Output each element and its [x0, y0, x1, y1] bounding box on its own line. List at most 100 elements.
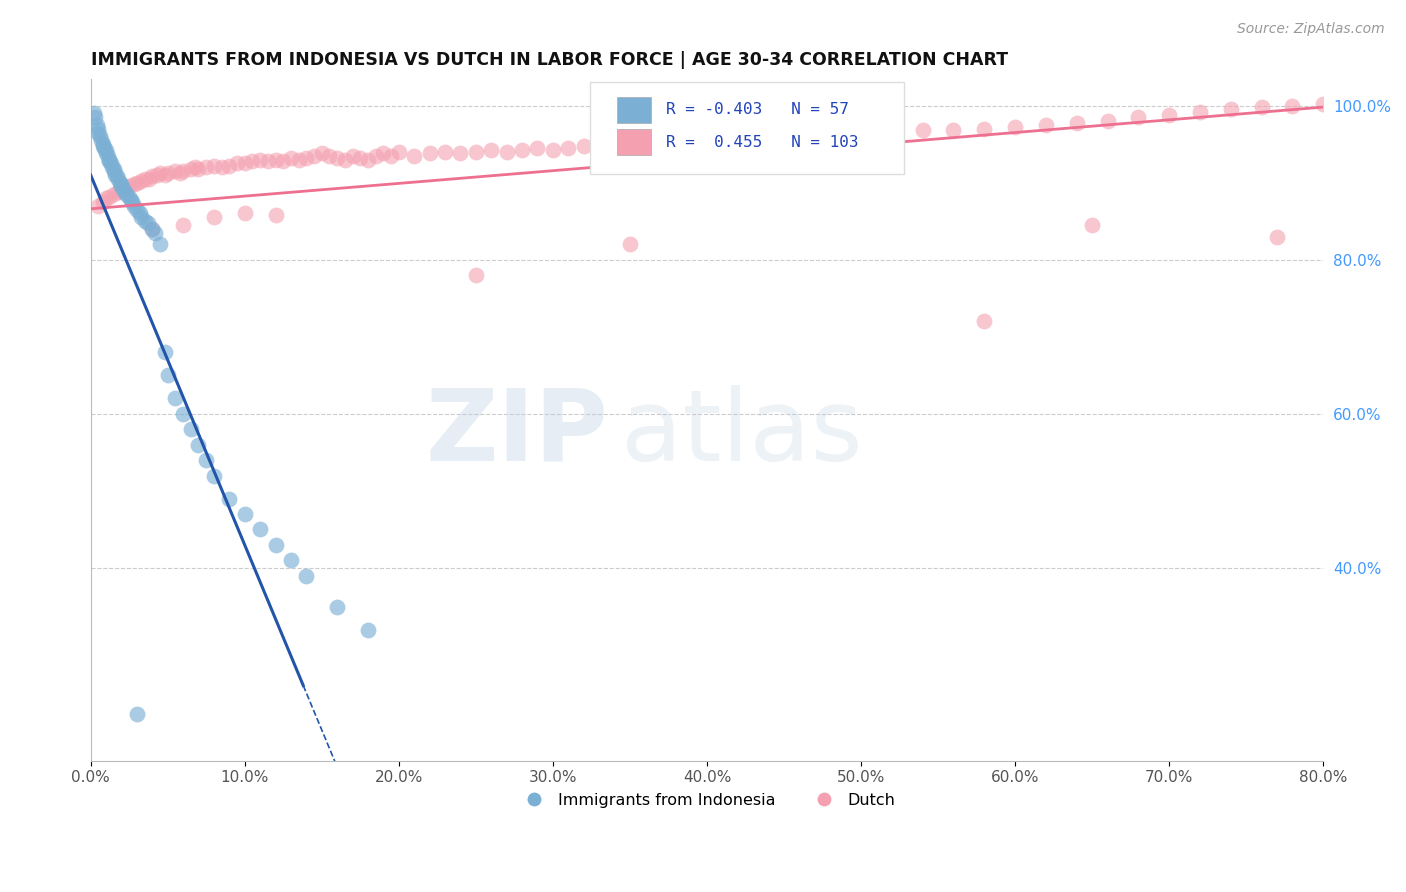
Point — [165, 164, 187, 178]
Point — [108, 176, 131, 190]
Bar — [617, 129, 651, 155]
Point — [103, 161, 125, 176]
Point — [1128, 110, 1150, 124]
Text: R = -0.403   N = 57: R = -0.403 N = 57 — [666, 103, 849, 118]
Point — [1265, 229, 1288, 244]
Point — [125, 707, 148, 722]
Point — [588, 141, 610, 155]
Point — [107, 171, 129, 186]
Point — [818, 129, 841, 144]
Point — [100, 156, 122, 170]
Point — [242, 154, 264, 169]
Point — [326, 599, 349, 614]
Point — [195, 453, 218, 467]
Point — [510, 143, 533, 157]
Point — [349, 151, 371, 165]
Point — [91, 137, 114, 152]
Point — [256, 154, 278, 169]
Point — [129, 206, 152, 220]
Point — [233, 156, 256, 170]
Point — [131, 211, 153, 225]
Point — [1281, 98, 1303, 112]
Point — [187, 438, 209, 452]
Point — [1097, 114, 1119, 128]
Point — [218, 491, 240, 506]
Point — [156, 368, 179, 383]
Text: Source: ZipAtlas.com: Source: ZipAtlas.com — [1237, 22, 1385, 37]
Point — [111, 182, 134, 196]
Point — [121, 194, 143, 209]
Point — [973, 314, 995, 328]
Point — [87, 126, 110, 140]
Point — [93, 141, 115, 155]
Legend: Immigrants from Indonesia, Dutch: Immigrants from Indonesia, Dutch — [512, 787, 901, 814]
Point — [104, 168, 127, 182]
Point — [122, 199, 145, 213]
Text: R =  0.455   N = 103: R = 0.455 N = 103 — [666, 135, 859, 150]
Point — [302, 148, 325, 162]
Point — [97, 148, 120, 162]
Point — [120, 193, 142, 207]
Point — [557, 141, 579, 155]
Point — [94, 146, 117, 161]
Point — [526, 141, 548, 155]
Point — [153, 168, 176, 182]
Point — [180, 422, 202, 436]
Point — [233, 507, 256, 521]
Point — [264, 208, 287, 222]
Point — [101, 160, 124, 174]
Point — [169, 166, 191, 180]
Point — [357, 153, 380, 167]
Point — [149, 237, 172, 252]
Point — [141, 169, 163, 184]
Point — [103, 164, 125, 178]
Point — [165, 392, 187, 406]
Point — [380, 148, 402, 162]
Point — [1250, 100, 1272, 114]
Point — [326, 151, 349, 165]
Point — [373, 146, 395, 161]
Point — [143, 226, 166, 240]
Point — [125, 202, 148, 217]
Point — [264, 153, 287, 167]
Point — [364, 148, 387, 162]
Point — [727, 131, 749, 145]
Point — [495, 145, 517, 159]
Point — [758, 131, 780, 145]
Point — [226, 156, 249, 170]
Point — [404, 148, 426, 162]
Point — [91, 194, 114, 209]
Point — [202, 211, 225, 225]
Point — [184, 160, 207, 174]
Point — [619, 237, 641, 252]
Point — [973, 121, 995, 136]
Point — [742, 129, 765, 144]
Point — [789, 128, 811, 142]
Point — [156, 166, 179, 180]
Text: IMMIGRANTS FROM INDONESIA VS DUTCH IN LABOR FORCE | AGE 30-34 CORRELATION CHART: IMMIGRANTS FROM INDONESIA VS DUTCH IN LA… — [90, 51, 1008, 69]
Point — [449, 146, 471, 161]
Point — [118, 189, 141, 203]
Point — [94, 191, 117, 205]
Point — [280, 151, 302, 165]
Point — [1188, 104, 1211, 119]
Point — [87, 199, 110, 213]
Point — [634, 136, 657, 150]
Point — [1081, 218, 1104, 232]
Point — [125, 176, 148, 190]
Point — [105, 169, 128, 184]
Point — [172, 407, 194, 421]
Point — [280, 553, 302, 567]
Point — [94, 143, 117, 157]
Point — [172, 164, 194, 178]
Point — [541, 143, 564, 157]
Point — [138, 171, 160, 186]
Point — [141, 222, 163, 236]
Point — [84, 110, 107, 124]
Point — [911, 123, 934, 137]
Point — [110, 177, 132, 191]
Point — [1159, 108, 1181, 122]
Point — [134, 214, 156, 228]
Point — [103, 187, 125, 202]
Point — [318, 148, 340, 162]
